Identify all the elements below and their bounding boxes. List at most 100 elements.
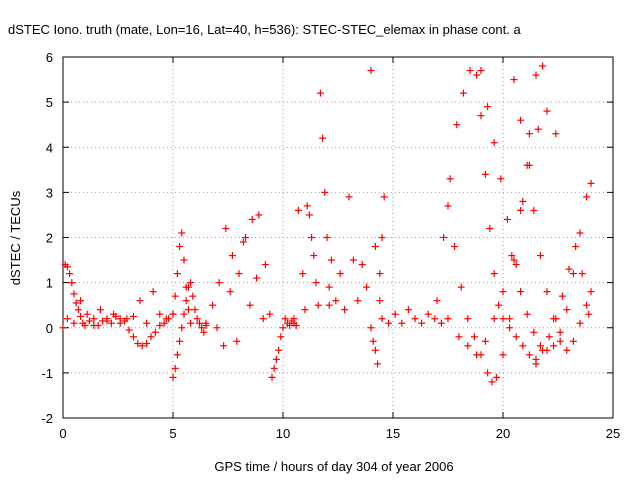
data-point xyxy=(543,288,551,296)
data-point xyxy=(187,279,195,287)
y-tick-label: 1 xyxy=(46,276,53,291)
data-point xyxy=(446,175,454,183)
x-tick-label: 5 xyxy=(169,426,176,441)
data-point xyxy=(525,130,533,138)
data-point xyxy=(550,342,558,350)
data-point xyxy=(193,315,201,323)
x-tick-label: 20 xyxy=(496,426,510,441)
data-point xyxy=(378,234,386,241)
x-axis-title: GPS time / hours of day 304 of year 2006 xyxy=(214,459,453,474)
data-point xyxy=(180,256,188,264)
data-point xyxy=(466,67,474,75)
data-point xyxy=(464,315,472,323)
data-point xyxy=(459,89,467,97)
data-point xyxy=(380,193,388,201)
data-point xyxy=(77,297,85,305)
data-point xyxy=(367,324,375,332)
y-tick-label: 5 xyxy=(46,95,53,110)
data-point xyxy=(169,310,177,318)
data-point xyxy=(543,107,551,115)
data-point xyxy=(418,319,426,327)
data-point xyxy=(176,243,184,251)
data-point xyxy=(321,188,329,196)
data-point xyxy=(261,261,269,269)
data-point xyxy=(552,130,560,138)
data-point xyxy=(583,301,591,309)
data-point xyxy=(563,306,571,314)
data-point xyxy=(376,270,384,278)
data-point xyxy=(290,315,298,323)
y-tick-label: 3 xyxy=(46,185,53,200)
data-point xyxy=(363,283,371,291)
data-point xyxy=(268,373,276,381)
data-point xyxy=(512,261,520,269)
data-point xyxy=(490,315,498,323)
data-point xyxy=(532,71,540,79)
data-point xyxy=(490,270,498,278)
data-point xyxy=(270,364,278,372)
data-point xyxy=(431,315,439,323)
data-point xyxy=(136,297,144,305)
data-point xyxy=(569,337,577,345)
data-point xyxy=(510,76,518,84)
data-point xyxy=(404,306,412,314)
data-point xyxy=(107,319,115,327)
data-point xyxy=(354,297,362,305)
y-tick-label: 6 xyxy=(46,50,53,65)
data-point xyxy=(492,373,500,381)
data-point xyxy=(558,292,566,300)
data-point xyxy=(519,197,527,205)
data-point xyxy=(248,215,256,223)
data-point xyxy=(572,243,580,251)
data-point xyxy=(310,252,318,260)
data-point xyxy=(110,310,118,318)
data-point xyxy=(72,299,80,307)
data-point xyxy=(391,310,399,318)
grid-lines xyxy=(63,57,613,418)
data-point xyxy=(349,256,357,264)
data-point xyxy=(319,134,327,142)
data-point xyxy=(272,355,280,363)
data-point xyxy=(156,321,164,329)
data-point xyxy=(519,342,527,350)
data-point xyxy=(530,328,538,336)
data-point xyxy=(464,342,472,350)
data-point xyxy=(134,340,142,348)
data-point xyxy=(246,301,254,309)
data-point xyxy=(171,364,179,372)
data-point xyxy=(239,238,247,246)
data-point xyxy=(129,312,137,320)
data-point xyxy=(90,321,98,329)
data-point xyxy=(294,206,302,214)
data-point xyxy=(523,310,531,318)
data-point xyxy=(176,337,184,345)
data-point xyxy=(116,319,124,327)
data-point xyxy=(563,346,571,354)
data-point xyxy=(367,67,375,75)
chart-title: dSTEC Iono. truth (mate, Lon=16, Lat=40,… xyxy=(8,22,521,37)
y-tick-label: 2 xyxy=(46,231,53,246)
data-point xyxy=(587,179,595,187)
x-tick-label: 15 xyxy=(386,426,400,441)
data-point xyxy=(59,324,67,332)
data-point xyxy=(477,112,485,120)
data-point xyxy=(63,315,71,323)
x-tick-label: 0 xyxy=(59,426,66,441)
data-point xyxy=(411,315,419,323)
data-point xyxy=(587,288,595,296)
data-point xyxy=(77,312,85,320)
data-point xyxy=(301,306,309,314)
data-point xyxy=(532,360,540,368)
data-point xyxy=(457,283,465,291)
data-point xyxy=(68,279,76,287)
data-point xyxy=(123,315,131,323)
data-point xyxy=(369,337,377,345)
data-point xyxy=(182,297,190,305)
data-point xyxy=(275,346,283,354)
data-point xyxy=(70,290,78,298)
data-point xyxy=(536,252,544,260)
data-point xyxy=(499,315,507,323)
data-point xyxy=(149,288,157,296)
data-point xyxy=(83,310,91,318)
data-point xyxy=(215,279,223,287)
